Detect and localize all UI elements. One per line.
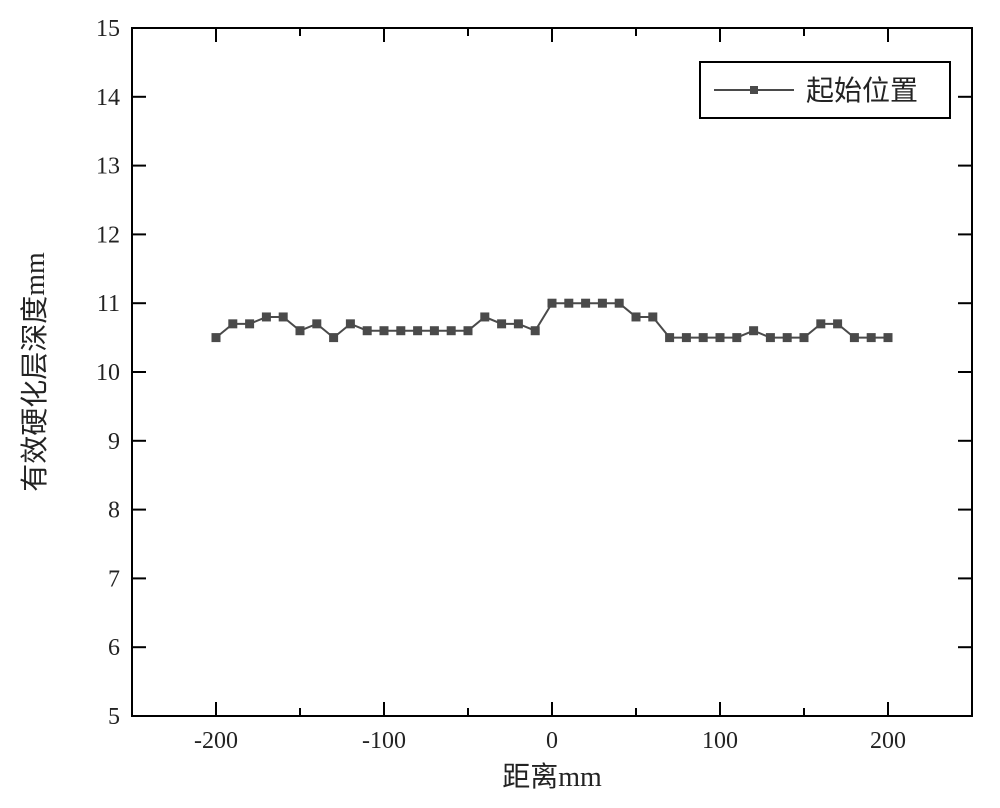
- hardening-depth-chart: -200 -100 0 100 200 5 6 7 8 9 10 11 12 13 14 15 距离mm 有效硬化…: [0, 0, 1000, 808]
- y-tick-label: 10: [96, 360, 120, 386]
- series-marker: [262, 313, 270, 321]
- series-marker: [750, 327, 758, 335]
- series-marker: [598, 299, 606, 307]
- series-marker: [498, 320, 506, 328]
- legend-sample-marker: [750, 86, 758, 94]
- y-tick-label: 11: [97, 291, 120, 317]
- series-marker: [531, 327, 539, 335]
- series-marker: [296, 327, 304, 335]
- y-tick-label: 12: [96, 222, 120, 248]
- series-marker: [766, 334, 774, 342]
- series-marker: [481, 313, 489, 321]
- series-marker: [212, 334, 220, 342]
- series-marker: [800, 334, 808, 342]
- series-marker: [850, 334, 858, 342]
- series-marker: [716, 334, 724, 342]
- series-marker: [817, 320, 825, 328]
- series-marker: [884, 334, 892, 342]
- y-tick-label: 7: [108, 566, 120, 592]
- series-marker: [783, 334, 791, 342]
- series-marker: [229, 320, 237, 328]
- series-marker: [430, 327, 438, 335]
- series-marker: [632, 313, 640, 321]
- series-marker: [414, 327, 422, 335]
- series-marker: [548, 299, 556, 307]
- x-axis-label: 距离mm: [502, 761, 602, 793]
- series-marker: [313, 320, 321, 328]
- series-marker: [682, 334, 690, 342]
- series-marker: [565, 299, 573, 307]
- x-tick-label: 0: [546, 728, 558, 754]
- y-tick-label: 5: [108, 704, 120, 730]
- y-tick-label: 15: [96, 16, 120, 42]
- y-tick-label: 13: [96, 154, 120, 180]
- series-marker: [397, 327, 405, 335]
- x-tick-label: 200: [870, 728, 906, 754]
- series-marker: [615, 299, 623, 307]
- series-marker: [380, 327, 388, 335]
- series-marker: [649, 313, 657, 321]
- y-axis-label: 有效硬化层深度mm: [19, 252, 51, 492]
- series-marker: [733, 334, 741, 342]
- series-marker: [464, 327, 472, 335]
- y-tick-label: 9: [108, 429, 120, 455]
- series-marker: [666, 334, 674, 342]
- x-tick-label: 100: [702, 728, 738, 754]
- series-marker: [246, 320, 254, 328]
- series-marker: [699, 334, 707, 342]
- series-marker: [447, 327, 455, 335]
- y-tick-label: 8: [108, 498, 120, 524]
- series-marker: [582, 299, 590, 307]
- series-marker: [346, 320, 354, 328]
- y-tick-label: 14: [96, 85, 120, 111]
- series-marker: [834, 320, 842, 328]
- legend-label: 起始位置: [806, 75, 918, 107]
- y-tick-label: 6: [108, 635, 120, 661]
- series-marker: [279, 313, 287, 321]
- series-marker: [867, 334, 875, 342]
- series-marker: [514, 320, 522, 328]
- x-tick-label: -200: [194, 728, 238, 754]
- series-marker: [363, 327, 371, 335]
- chart-svg: -200 -100 0 100 200 5 6 7 8 9 10 11 12 13 14 15 距离mm 有效硬化…: [0, 0, 1000, 808]
- x-tick-label: -100: [362, 728, 406, 754]
- series-marker: [330, 334, 338, 342]
